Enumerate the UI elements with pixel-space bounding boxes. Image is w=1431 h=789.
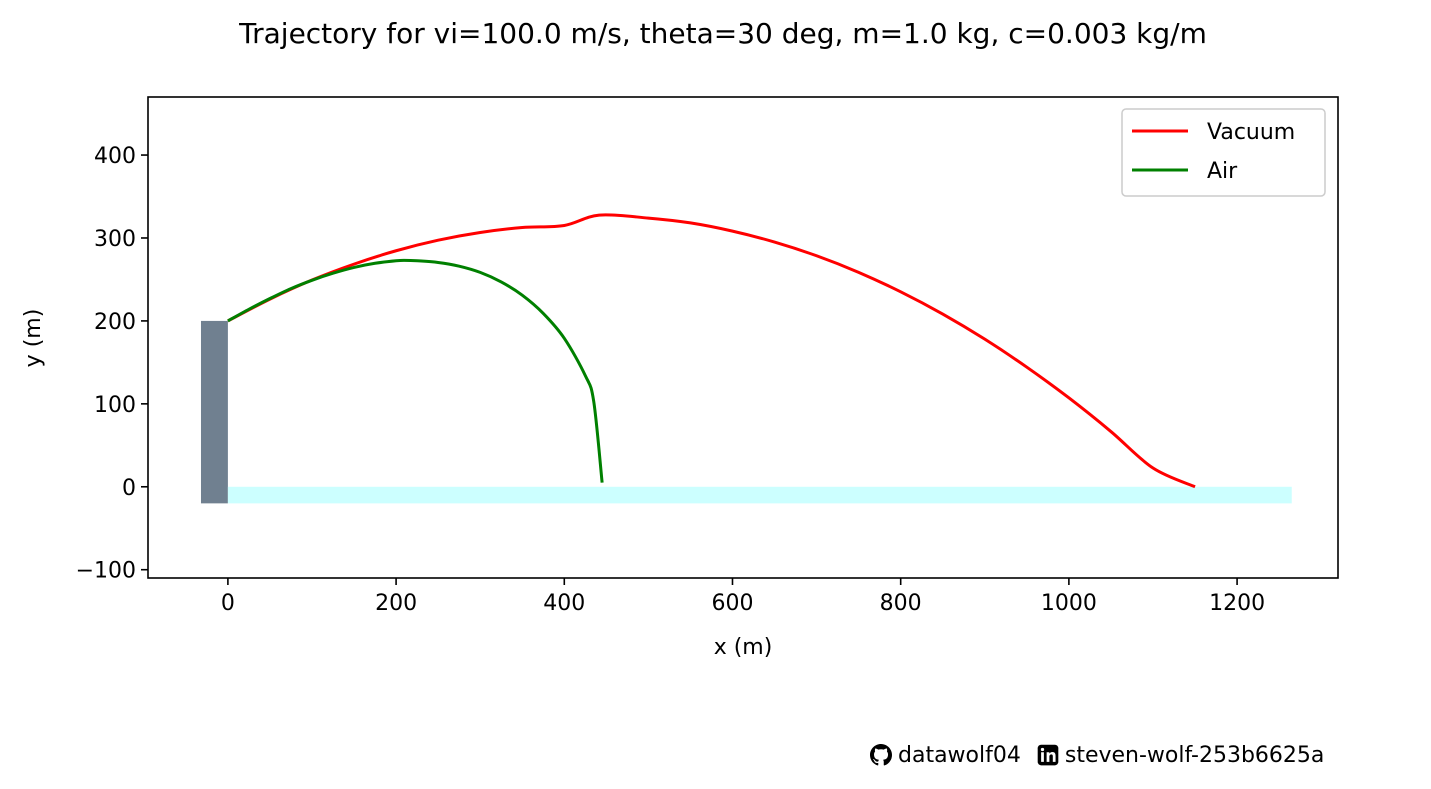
tower-rect [200, 320, 228, 504]
y-tick-label: 200 [94, 310, 136, 335]
legend-label-vacuum: Vacuum [1207, 120, 1295, 145]
axis-ticks: 0 200 400 600 800 1000 1200 −100 0 100 200 300 400 [76, 144, 1266, 616]
x-axis-label: x (m) [714, 635, 773, 660]
x-tick-label: 600 [711, 591, 753, 616]
github-icon[interactable] [870, 744, 892, 766]
series-line-air [227, 258, 604, 483]
footer: datawolf04 steven-wolf-253b6625a [870, 738, 1324, 772]
chart-title: Trajectory for vi=100.0 m/s, theta=30 de… [238, 17, 1207, 50]
legend: Vacuum Air [1121, 108, 1326, 197]
x-tick-label: 800 [880, 591, 922, 616]
x-tick-label: 200 [375, 591, 417, 616]
x-tick-label: 400 [543, 591, 585, 616]
linkedin-username[interactable]: steven-wolf-253b6625a [1064, 742, 1325, 768]
legend-label-air: Air [1207, 159, 1238, 184]
y-tick-label: −100 [76, 559, 136, 584]
plot-frame [147, 96, 1339, 579]
x-tick-label: 0 [221, 591, 235, 616]
chart-marks [227, 213, 1196, 489]
github-username[interactable]: datawolf04 [898, 742, 1021, 768]
y-tick-label: 300 [94, 227, 136, 252]
x-tick-label: 1200 [1209, 591, 1265, 616]
ground-rect [227, 486, 1292, 504]
plot-area [200, 320, 1292, 504]
series-line-vacuum [227, 213, 1196, 489]
x-tick-label: 1000 [1041, 591, 1097, 616]
y-tick-label: 400 [94, 144, 136, 169]
y-tick-label: 0 [122, 476, 136, 501]
y-axis-label: y (m) [21, 309, 46, 368]
linkedin-icon[interactable] [1037, 744, 1059, 766]
y-tick-label: 100 [94, 393, 136, 418]
